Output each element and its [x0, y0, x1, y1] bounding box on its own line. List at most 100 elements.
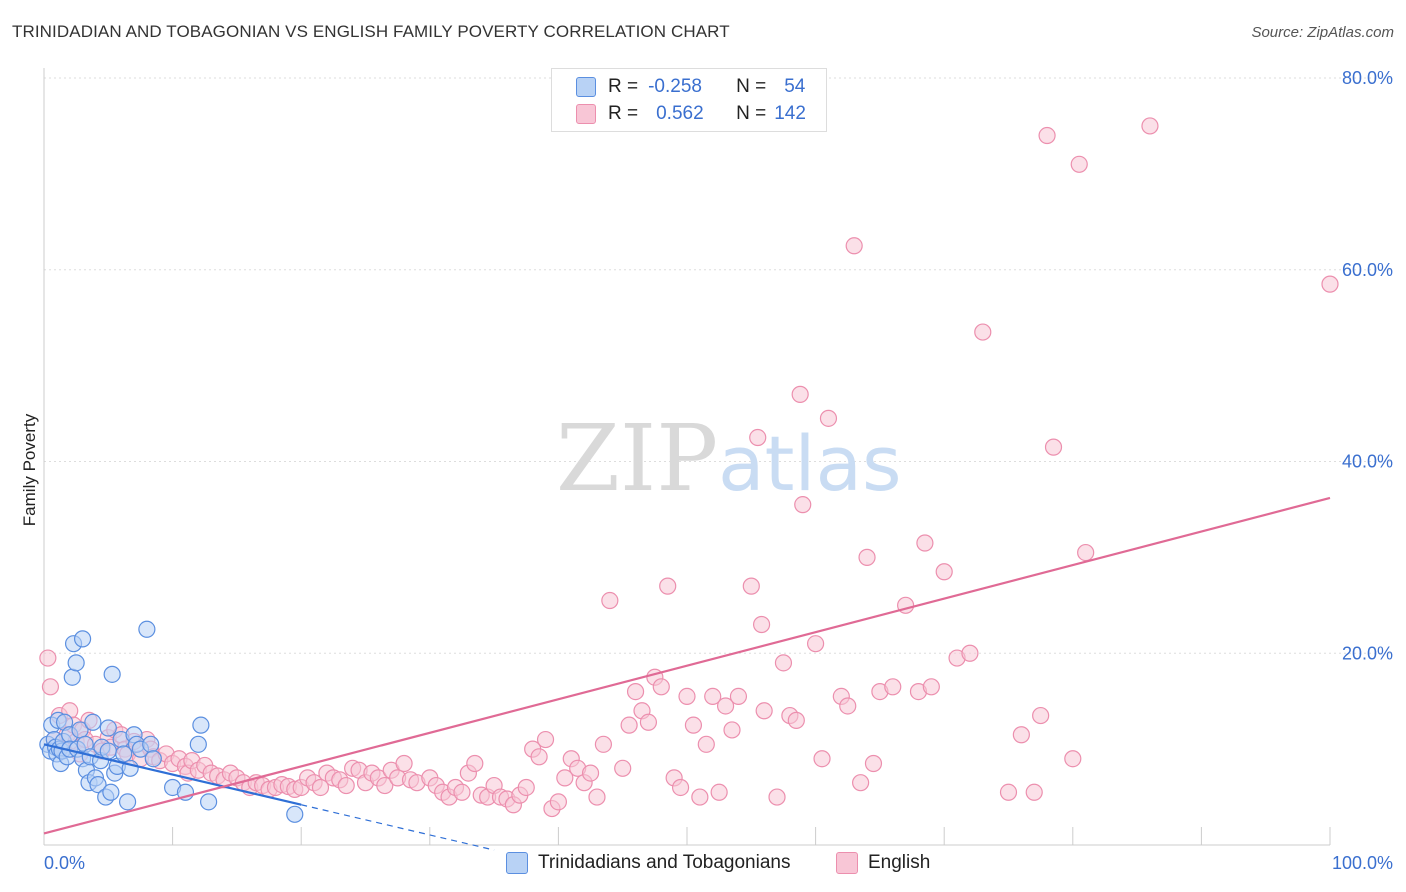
english-point [710, 783, 728, 801]
english-point [935, 563, 953, 581]
y-tick-label: 20.0% [1342, 643, 1393, 663]
trinidadian-point [84, 713, 102, 731]
english-point [742, 577, 760, 595]
english-point [530, 748, 548, 766]
trinidadian-point [89, 775, 107, 794]
series-label: English [868, 852, 931, 873]
english-point [716, 697, 735, 715]
trinidadian-point [138, 620, 156, 638]
series-swatch-pink [836, 852, 858, 874]
trinidadian-point [115, 745, 133, 763]
legend-r-value: -0.258 [648, 76, 702, 97]
english-point [620, 716, 638, 734]
english-point [755, 702, 773, 720]
english-point [671, 778, 690, 797]
english-point [729, 687, 748, 705]
english-point [581, 764, 600, 782]
english-point [1044, 438, 1063, 456]
english-point [1141, 117, 1159, 135]
english-point [999, 783, 1018, 801]
trinidadian-point [200, 793, 218, 811]
legend-swatch-blue [576, 77, 596, 97]
english-point [791, 385, 809, 403]
english-point [601, 591, 619, 610]
trend-lines [43, 496, 1331, 851]
english-point [922, 678, 940, 696]
english-point [684, 716, 703, 734]
trinidadian-point [99, 742, 117, 760]
trinidadian-point [118, 793, 137, 811]
legend-swatch-pink [576, 104, 596, 124]
english-point [806, 635, 825, 653]
english-point [794, 496, 812, 514]
english-point [845, 237, 863, 255]
english-point [1012, 726, 1030, 744]
english-point [1077, 543, 1095, 562]
english-point [813, 750, 831, 768]
trinidadian-point [99, 719, 117, 737]
watermark-zip: ZIP [556, 405, 718, 512]
series-legend-item-english[interactable]: English [836, 852, 930, 874]
legend-n-value: 54 [784, 76, 806, 97]
english-point [858, 548, 876, 566]
english-point [691, 788, 709, 806]
english-point [884, 678, 902, 696]
series-swatch-blue [506, 852, 528, 874]
trinidadian-point [192, 716, 210, 734]
legend-row-blue: R = -0.258 N = 54 [576, 74, 805, 100]
english-point [704, 687, 722, 705]
english-point [659, 577, 677, 595]
english-point [723, 721, 741, 739]
y-tick-label: 80.0% [1342, 68, 1393, 88]
trinidadian-point [67, 654, 85, 672]
english-point [768, 788, 786, 806]
series-label: Trinidadians and Tobagonians [538, 852, 791, 873]
english-point [1321, 275, 1339, 293]
legend-r-label: R = [608, 76, 639, 97]
english-point [41, 678, 60, 696]
trinidadian-point [103, 665, 121, 683]
legend-n-label: N = [736, 103, 767, 124]
x-tick-label-min: 0.0% [44, 853, 85, 873]
english-point [1032, 706, 1050, 725]
english-point [1070, 155, 1088, 173]
english-point [774, 654, 793, 672]
trinidadian-trend-extension [301, 804, 495, 851]
watermark: ZIP atlas [556, 405, 902, 512]
tick-labels: 20.0% 40.0% 60.0% 80.0% 0.0% 100.0% [44, 68, 1393, 873]
english-point [556, 769, 574, 787]
english-point [337, 776, 355, 795]
english-point [626, 682, 645, 701]
legend-n-value: 142 [774, 103, 806, 124]
english-point [536, 730, 555, 749]
legend-row-pink: R = 0.562 N = 142 [576, 101, 806, 127]
english-point [752, 615, 771, 634]
english-point [1038, 126, 1056, 145]
trinidadian-point [286, 805, 304, 823]
english-point [639, 713, 658, 731]
trinidadian-point [73, 630, 92, 648]
english-point [311, 778, 330, 797]
trinidadian-point [102, 783, 120, 801]
english-point [517, 778, 535, 797]
english-point [864, 754, 883, 773]
english-point [453, 783, 471, 801]
y-tick-label: 40.0% [1342, 452, 1393, 472]
english-point [749, 428, 767, 447]
correlation-legend: R = -0.258 N = 54 R = 0.562 N = 142 [551, 68, 827, 132]
english-trend-line [43, 496, 1331, 835]
english-point [652, 678, 670, 696]
english-point [974, 323, 992, 341]
english-point [839, 697, 857, 715]
english-point [819, 409, 838, 427]
y-tick-label: 60.0% [1342, 260, 1393, 280]
series-legend-item-trinidadian[interactable]: Trinidadians and Tobagonians [506, 852, 790, 874]
x-tick-label-max: 100.0% [1332, 853, 1393, 873]
legend-n-label: N = [736, 76, 767, 97]
english-point [376, 776, 394, 795]
english-point [961, 644, 979, 662]
english-point [1025, 783, 1043, 801]
series-legend: Trinidadians and Tobagonians English [0, 852, 1406, 878]
legend-r-label: R = [608, 103, 639, 124]
